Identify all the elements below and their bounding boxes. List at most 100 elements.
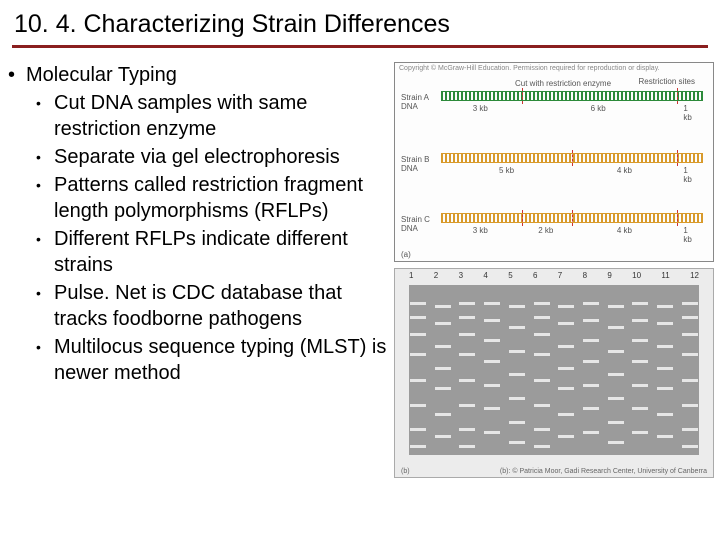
segment-size-label: 4 kb [617, 166, 632, 175]
gel-lane [582, 285, 600, 455]
gel-band [410, 333, 426, 336]
gel-band [682, 379, 698, 382]
gel-band [583, 407, 599, 410]
gel-band [459, 353, 475, 356]
gel-lane [681, 285, 699, 455]
gel-band [459, 316, 475, 319]
bullet-dot: • [36, 90, 54, 116]
gel-lane [483, 285, 501, 455]
gel-band [558, 387, 574, 390]
gel-band [484, 360, 500, 363]
restriction-cut [677, 150, 678, 166]
lane-number: 4 [483, 271, 487, 280]
gel-band [583, 339, 599, 342]
bullet-list: • Molecular Typing •Cut DNA samples with… [8, 62, 388, 478]
gel-band [509, 441, 525, 444]
lane-number: 6 [533, 271, 537, 280]
segment-size-label: 3 kb [473, 104, 488, 113]
heading-text: Molecular Typing [26, 62, 177, 88]
lane-number: 5 [508, 271, 512, 280]
gel-band [459, 404, 475, 407]
lane-number: 10 [632, 271, 641, 280]
lane-number: 7 [558, 271, 562, 280]
gel-band [484, 407, 500, 410]
gel-band [534, 353, 550, 356]
strain-label: Strain B DNA [401, 155, 435, 173]
gel-lane [607, 285, 625, 455]
list-item: •Patterns called restriction fragment le… [36, 172, 388, 224]
gel-band [435, 322, 451, 325]
gel-band [484, 431, 500, 434]
slide-title: 10. 4. Characterizing Strain Differences [14, 10, 706, 39]
segment-size-label: 1 kb [683, 104, 696, 122]
gel-lane [434, 285, 452, 455]
strain-row: Strain B DNA5 kb4 kb1 kb [401, 153, 707, 193]
lane-number: 1 [409, 271, 413, 280]
lane-numbers: 123456789101112 [409, 271, 699, 280]
gel-band [459, 379, 475, 382]
gel-credit: (b) (b): © Patricia Moor, Gadi Research … [401, 468, 707, 475]
gel-image: 123456789101112 (b) (b): © Patricia Moor… [394, 268, 714, 478]
restriction-diagram: Copyright © McGraw-Hill Education. Permi… [394, 62, 714, 262]
gel-band [534, 404, 550, 407]
lane-number: 2 [434, 271, 438, 280]
gel-band [509, 305, 525, 308]
lane-number: 9 [607, 271, 611, 280]
gel-band [682, 333, 698, 336]
segment-size-label: 4 kb [617, 226, 632, 235]
gel-band [410, 316, 426, 319]
bullet-dot: • [36, 172, 54, 198]
list-item: •Separate via gel electrophoresis [36, 144, 388, 170]
gel-band [509, 397, 525, 400]
strain-label: Strain C DNA [401, 215, 435, 233]
gel-band [435, 413, 451, 416]
gel-band [435, 345, 451, 348]
list-item: •Multilocus sequence typing (MLST) is ne… [36, 334, 388, 386]
restriction-cut [522, 88, 523, 104]
cut-with-enzyme-label: Cut with restriction enzyme [515, 79, 611, 88]
gel-band [459, 445, 475, 448]
gel-band [657, 322, 673, 325]
list-item: •Different RFLPs indicate different stra… [36, 226, 388, 278]
gel-band [509, 373, 525, 376]
gel-band [608, 305, 624, 308]
strain-row: Strain A DNA 3 kb6 kb1 kb [401, 91, 707, 131]
gel-band [608, 441, 624, 444]
gel-band [410, 404, 426, 407]
gel-band [632, 360, 648, 363]
gel-band [632, 302, 648, 305]
gel-band [534, 333, 550, 336]
gel-band [583, 319, 599, 322]
gel-band [435, 387, 451, 390]
gel-band [558, 367, 574, 370]
gel-band [509, 350, 525, 353]
restriction-cut [677, 88, 678, 104]
gel-band [534, 302, 550, 305]
bullet-dot: • [36, 226, 54, 252]
gel-band [682, 445, 698, 448]
gel-band [484, 302, 500, 305]
gel-band [534, 445, 550, 448]
bullet-text: Separate via gel electrophoresis [54, 144, 340, 170]
gel-band [509, 326, 525, 329]
gel-band [435, 435, 451, 438]
gel-credit-text: (b): © Patricia Moor, Gadi Research Cent… [500, 468, 707, 475]
list-item: •Pulse. Net is CDC database that tracks … [36, 280, 388, 332]
panel-a-label: (a) [401, 250, 411, 259]
dna-strand: 3 kb6 kb1 kb [441, 91, 703, 101]
gel-lane [631, 285, 649, 455]
gel-lane [409, 285, 427, 455]
gel-band [534, 428, 550, 431]
gel-band [459, 428, 475, 431]
segment-size-label: 5 kb [499, 166, 514, 175]
gel-band [484, 339, 500, 342]
gel-band [583, 431, 599, 434]
gel-lanes [409, 285, 699, 455]
gel-band [558, 305, 574, 308]
segment-size-label: 1 kb [683, 226, 696, 244]
gel-band [632, 339, 648, 342]
bullet-dot: • [36, 280, 54, 306]
gel-lane [656, 285, 674, 455]
strain-label: Strain A DNA [401, 93, 435, 111]
gel-band [410, 379, 426, 382]
